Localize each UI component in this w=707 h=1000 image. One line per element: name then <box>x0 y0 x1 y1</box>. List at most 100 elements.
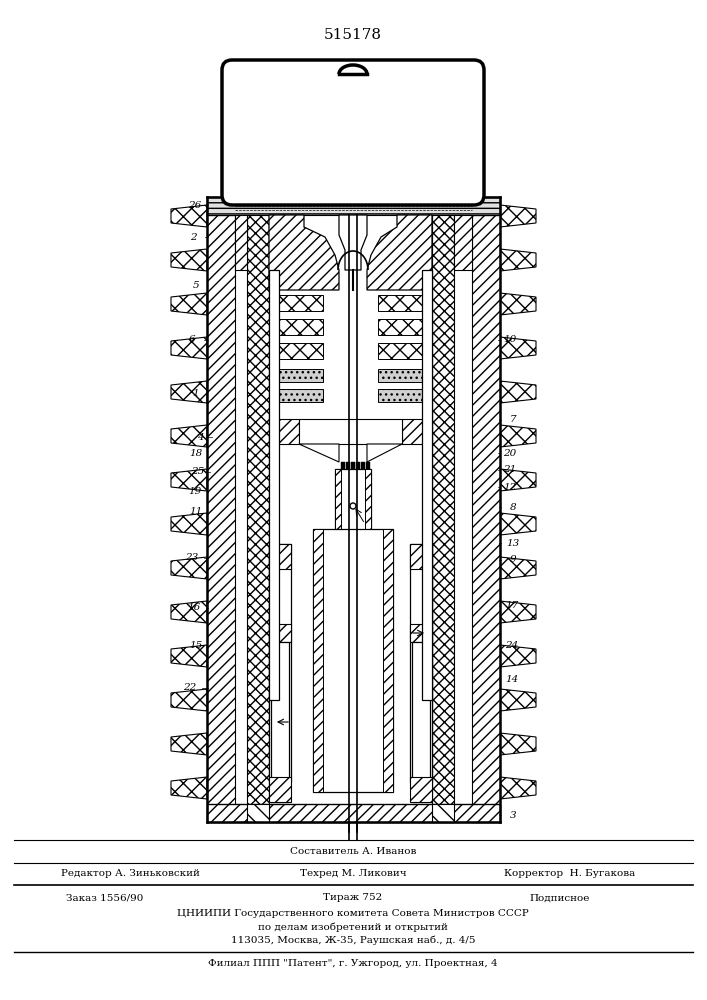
Bar <box>361 462 365 469</box>
FancyBboxPatch shape <box>222 60 484 205</box>
Text: Филиал ППП "Патент", г. Ужгород, ул. Проектная, 4: Филиал ППП "Патент", г. Ужгород, ул. Про… <box>208 960 498 968</box>
Bar <box>410 544 432 569</box>
Polygon shape <box>171 469 207 491</box>
Polygon shape <box>500 425 536 447</box>
Bar <box>432 804 454 822</box>
Text: 18: 18 <box>189 448 203 458</box>
Polygon shape <box>500 733 536 755</box>
Polygon shape <box>367 215 432 290</box>
Bar <box>207 197 500 215</box>
Text: 12: 12 <box>503 483 517 491</box>
Polygon shape <box>171 513 207 535</box>
Bar <box>271 389 323 402</box>
Polygon shape <box>500 601 536 623</box>
Text: 19: 19 <box>188 488 201 496</box>
Polygon shape <box>171 381 207 403</box>
Polygon shape <box>171 293 207 315</box>
Bar <box>335 469 341 544</box>
Bar <box>365 469 371 544</box>
Polygon shape <box>500 381 536 403</box>
Text: 10: 10 <box>503 336 517 344</box>
Bar <box>356 462 360 469</box>
Polygon shape <box>367 444 402 462</box>
Bar <box>472 197 500 822</box>
Bar <box>378 343 430 359</box>
Bar <box>378 369 430 382</box>
Polygon shape <box>171 425 207 447</box>
Polygon shape <box>171 249 207 271</box>
Bar <box>341 462 345 469</box>
Text: 22: 22 <box>183 684 197 692</box>
Bar <box>410 624 432 642</box>
Bar <box>271 642 289 802</box>
Text: 3: 3 <box>510 810 516 820</box>
Text: 26: 26 <box>188 200 201 210</box>
Polygon shape <box>500 205 536 227</box>
Circle shape <box>350 503 356 509</box>
Text: 21: 21 <box>503 466 517 475</box>
Bar <box>269 270 279 700</box>
Polygon shape <box>269 215 339 290</box>
Bar <box>313 529 323 792</box>
Polygon shape <box>500 645 536 667</box>
Text: 17: 17 <box>506 601 519 610</box>
Text: 6: 6 <box>189 336 195 344</box>
Bar <box>247 804 269 822</box>
Polygon shape <box>500 777 536 799</box>
Polygon shape <box>171 645 207 667</box>
Bar <box>299 419 402 444</box>
Bar <box>271 295 323 311</box>
Bar <box>269 624 291 642</box>
Polygon shape <box>171 777 207 799</box>
Text: Составитель А. Иванов: Составитель А. Иванов <box>290 848 416 856</box>
Text: 20: 20 <box>503 448 517 458</box>
Bar <box>271 343 323 359</box>
Text: 13: 13 <box>506 538 520 548</box>
Text: 515178: 515178 <box>324 28 382 42</box>
Bar <box>207 804 500 822</box>
Bar <box>454 215 472 270</box>
Text: 9: 9 <box>510 556 516 564</box>
Polygon shape <box>339 215 367 270</box>
Text: 113035, Москва, Ж-35, Раушская наб., д. 4/5: 113035, Москва, Ж-35, Раушская наб., д. … <box>230 935 475 945</box>
Bar <box>335 469 371 544</box>
Bar <box>402 419 432 444</box>
Bar <box>269 419 299 444</box>
Bar <box>383 529 393 792</box>
Bar <box>378 295 430 311</box>
Text: 8: 8 <box>510 502 516 512</box>
Polygon shape <box>171 601 207 623</box>
Text: 2: 2 <box>189 232 197 241</box>
Text: Тираж 752: Тираж 752 <box>323 894 382 902</box>
Bar <box>235 215 247 270</box>
Polygon shape <box>500 249 536 271</box>
Polygon shape <box>171 337 207 359</box>
Text: 25: 25 <box>192 468 204 477</box>
Text: 4: 4 <box>197 432 204 442</box>
Polygon shape <box>171 205 207 227</box>
Polygon shape <box>500 557 536 579</box>
Text: 15: 15 <box>189 641 203 650</box>
Text: 7: 7 <box>510 416 516 424</box>
Bar <box>351 462 355 469</box>
Text: 14: 14 <box>506 676 519 684</box>
Text: Корректор  Н. Бугакова: Корректор Н. Бугакова <box>504 869 636 879</box>
Text: по делам изобретений и открытий: по делам изобретений и открытий <box>258 922 448 932</box>
Bar <box>269 544 291 782</box>
Bar <box>410 544 432 782</box>
Polygon shape <box>171 557 207 579</box>
Bar <box>269 215 432 822</box>
Bar <box>378 319 430 335</box>
Text: 23: 23 <box>185 554 199 562</box>
Bar <box>269 544 291 569</box>
Polygon shape <box>299 444 339 462</box>
Bar <box>346 462 350 469</box>
Text: ЦНИИПИ Государственного комитета Совета Министров СССР: ЦНИИПИ Государственного комитета Совета … <box>177 908 529 918</box>
Polygon shape <box>500 293 536 315</box>
Bar <box>271 369 323 382</box>
Polygon shape <box>500 469 536 491</box>
Polygon shape <box>500 689 536 711</box>
Polygon shape <box>171 689 207 711</box>
Text: Редактор А. Зиньковский: Редактор А. Зиньковский <box>61 869 199 879</box>
Bar <box>271 319 323 335</box>
